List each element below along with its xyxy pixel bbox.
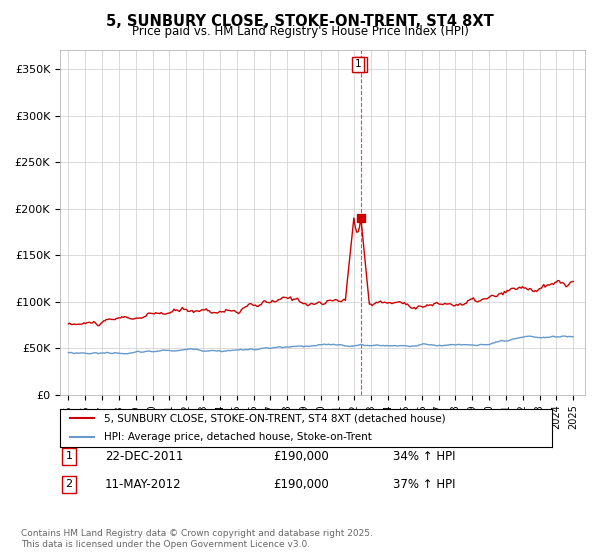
Text: 1: 1 <box>355 59 361 69</box>
Text: Price paid vs. HM Land Registry's House Price Index (HPI): Price paid vs. HM Land Registry's House … <box>131 25 469 38</box>
Text: £190,000: £190,000 <box>273 450 329 463</box>
Text: HPI: Average price, detached house, Stoke-on-Trent: HPI: Average price, detached house, Stok… <box>104 432 372 442</box>
Text: 37% ↑ HPI: 37% ↑ HPI <box>393 478 455 491</box>
Text: 11-MAY-2012: 11-MAY-2012 <box>105 478 182 491</box>
Text: Contains HM Land Registry data © Crown copyright and database right 2025.
This d: Contains HM Land Registry data © Crown c… <box>21 529 373 549</box>
Text: 5, SUNBURY CLOSE, STOKE-ON-TRENT, ST4 8XT (detached house): 5, SUNBURY CLOSE, STOKE-ON-TRENT, ST4 8X… <box>104 413 446 423</box>
Text: 2: 2 <box>358 59 364 69</box>
Text: 34% ↑ HPI: 34% ↑ HPI <box>393 450 455 463</box>
Text: £190,000: £190,000 <box>273 478 329 491</box>
Text: 1: 1 <box>65 451 73 461</box>
Text: 5, SUNBURY CLOSE, STOKE-ON-TRENT, ST4 8XT: 5, SUNBURY CLOSE, STOKE-ON-TRENT, ST4 8X… <box>106 14 494 29</box>
Text: 22-DEC-2011: 22-DEC-2011 <box>105 450 184 463</box>
Text: 2: 2 <box>65 479 73 489</box>
